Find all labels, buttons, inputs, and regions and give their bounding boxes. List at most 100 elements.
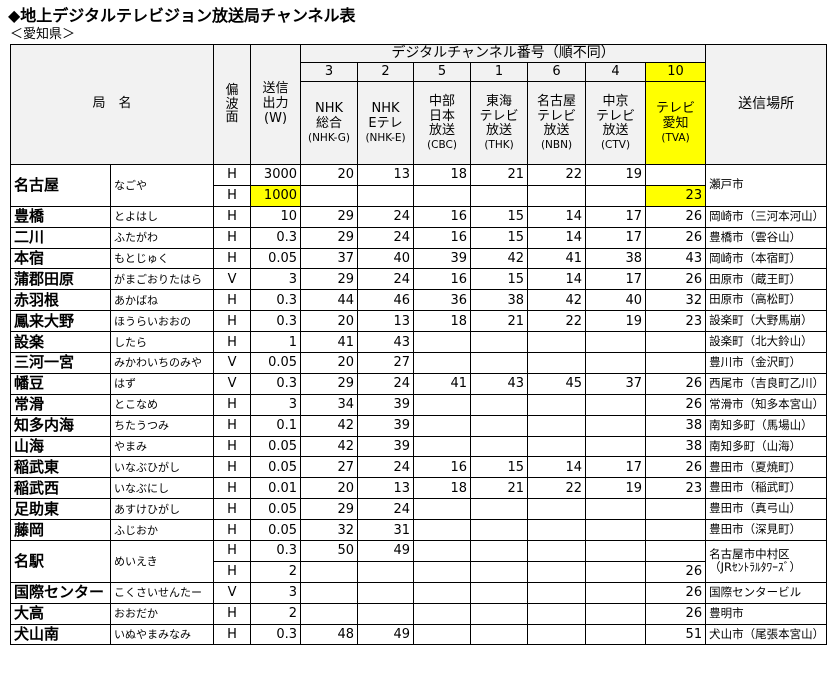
- text-line: テレビ: [537, 108, 577, 124]
- channel: [645, 498, 707, 521]
- station-row: H 1000 23: [11, 184, 827, 207]
- channel: 51: [645, 623, 707, 646]
- station-row: 常滑 とこなめ H 3 34 39 26 常滑市（知多本宮山）: [10, 393, 828, 416]
- channel: 24: [357, 372, 415, 395]
- station-row: 蒲郡田原 がまごおりたはら V 3 29 24 16 15 14 17 26 田原市（蔵王町）: [10, 268, 828, 291]
- channel: [585, 540, 647, 562]
- polarization: H: [213, 519, 252, 542]
- channel: 34: [300, 393, 359, 416]
- text-line: 出力: [262, 96, 289, 112]
- channel-number: 6: [527, 62, 587, 82]
- channel: 29: [300, 226, 359, 249]
- location: 豊田市（夏焼町）: [705, 456, 828, 479]
- channel: [413, 414, 472, 437]
- station-name: 名古屋: [10, 164, 111, 207]
- channel: 32: [300, 519, 359, 542]
- header-channel-group: デジタルチャンネル番号（順不同）: [300, 44, 707, 63]
- channel: 41: [527, 247, 587, 270]
- channel: [527, 540, 587, 562]
- channel: 43: [645, 247, 707, 270]
- station-reading: やまみ: [109, 435, 215, 458]
- channel: [300, 560, 359, 583]
- power: 0.3: [250, 623, 302, 646]
- station-name: 蒲郡田原: [10, 268, 111, 291]
- channel: 21: [470, 477, 529, 500]
- channel: 14: [527, 226, 587, 249]
- channel: [413, 331, 472, 354]
- polarization: H: [213, 560, 252, 583]
- channel: [527, 623, 587, 646]
- text-line: 放送: [602, 123, 629, 139]
- channel: 26: [645, 205, 707, 228]
- station-row: 本宿 もとじゅく H 0.05 37 40 39 42 41 38 43 岡崎市（本宿町）: [10, 247, 828, 270]
- channel: 41: [300, 331, 359, 354]
- channel: [645, 331, 707, 354]
- power: 0.05: [250, 435, 302, 458]
- power: 3: [250, 581, 302, 604]
- location: 豊田市（稲武町）: [705, 477, 828, 500]
- channel: 42: [300, 435, 359, 458]
- station-row: 鳳来大野 ほうらいおおの H 0.3 20 13 18 21 22 19 23 設楽町（大野馬崩）: [10, 310, 828, 333]
- channel: 37: [585, 372, 647, 395]
- channel: 46: [357, 289, 415, 312]
- channel: 16: [413, 205, 472, 228]
- polarization: H: [213, 435, 252, 458]
- text-line: 中京: [602, 93, 629, 109]
- station-row: 名古屋 なごや H 3000 20 13 18 21 22 19 瀬戸市: [10, 164, 828, 207]
- station-name: 豊橋: [10, 205, 111, 228]
- power: 0.01: [250, 477, 302, 500]
- station-name: 足助東: [10, 498, 111, 521]
- text-line: 中部: [429, 93, 456, 109]
- channel: 43: [357, 331, 415, 354]
- channel-name: 中部 日本 放送 (CBC): [413, 81, 472, 165]
- channel: 23: [645, 477, 707, 500]
- text-line: 放送: [486, 123, 513, 139]
- header-row: 3 2 5 1 6 4 10: [11, 62, 827, 82]
- channel: 38: [470, 289, 529, 312]
- text-line: 送信: [262, 81, 289, 97]
- station-name: 二川: [10, 226, 111, 249]
- text-line: 総合: [316, 115, 343, 131]
- text-line: (W): [264, 110, 288, 126]
- channel: 38: [645, 435, 707, 458]
- channel: 50: [300, 540, 359, 562]
- channel: [527, 435, 587, 458]
- station-reading: おおだか: [109, 602, 215, 625]
- power: 3: [250, 393, 302, 416]
- channel: 26: [645, 560, 707, 583]
- station-reading: いぬやまみなみ: [109, 623, 215, 646]
- channel: [585, 519, 647, 542]
- channel: [413, 352, 472, 374]
- channel: [470, 623, 529, 646]
- channel: [585, 184, 647, 207]
- location: 豊田市（深見町）: [705, 519, 828, 542]
- channel: [470, 352, 529, 374]
- channel: [527, 331, 587, 354]
- channel: 15: [470, 268, 529, 291]
- channel: 39: [357, 393, 415, 416]
- station-reading: はず: [109, 372, 215, 395]
- location: 岡崎市（本宿町）: [705, 247, 828, 270]
- station-row: 稲武東 いなぶひがし H 0.05 27 24 16 15 14 17 26 豊田市（夏焼町）: [10, 456, 828, 479]
- channel: [527, 519, 587, 542]
- location: 豊橋市（雲谷山）: [705, 226, 828, 249]
- station-row: 三河一宮 みかわいちのみや V 0.05 20 27 豊川市（金沢町）: [10, 352, 828, 374]
- channel: 42: [470, 247, 529, 270]
- channel: 19: [585, 310, 647, 333]
- channel: 17: [585, 205, 647, 228]
- channel: [585, 414, 647, 437]
- channel: [413, 602, 472, 625]
- channel: 40: [585, 289, 647, 312]
- text-line: (NBN): [540, 139, 573, 152]
- channel: 16: [413, 268, 472, 291]
- text-line: テレビ: [479, 108, 519, 124]
- polarization: H: [213, 602, 252, 625]
- channel: 49: [357, 540, 415, 562]
- channel: [300, 602, 359, 625]
- channel: 16: [413, 226, 472, 249]
- text-line: (CBC): [427, 139, 457, 152]
- station-reading: とよはし: [109, 205, 215, 228]
- channel: 21: [470, 164, 529, 186]
- channel-name: 中京 テレビ 放送 (CTV): [585, 81, 647, 165]
- station-reading: あすけひがし: [109, 498, 215, 521]
